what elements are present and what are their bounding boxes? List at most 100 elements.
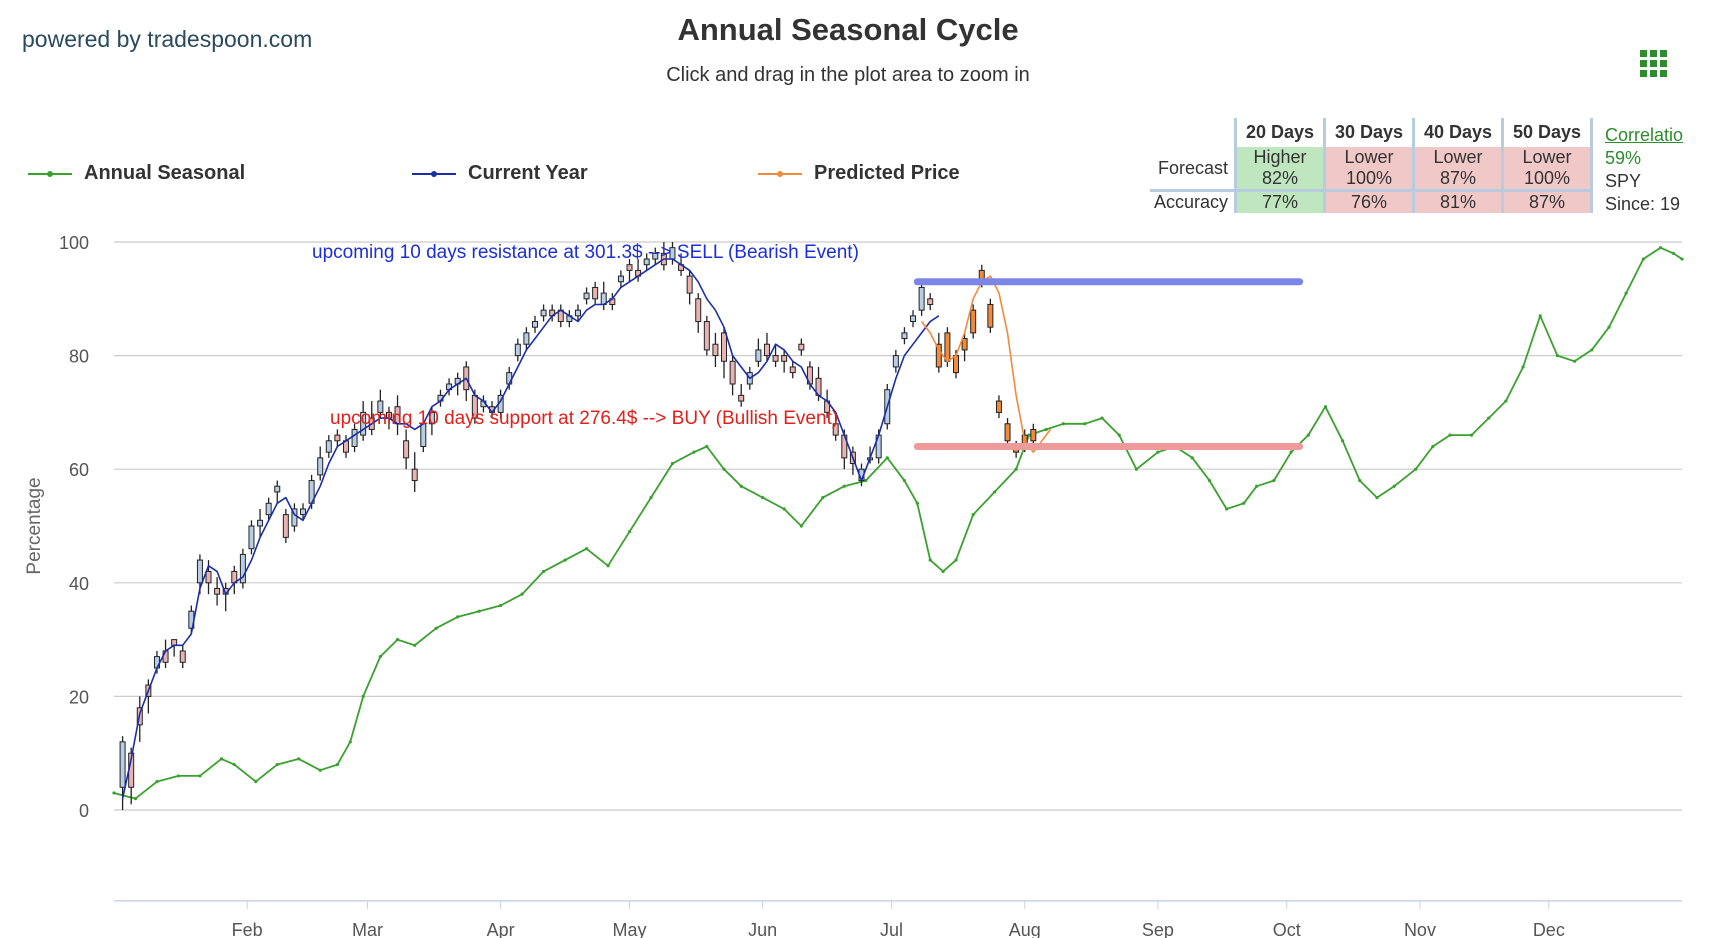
legend-label: Predicted Price — [814, 162, 960, 184]
predicted-candle-body — [1030, 428, 1037, 442]
candle-body — [763, 343, 770, 357]
seasonal-point — [1555, 354, 1560, 358]
correlation-link[interactable]: Correlatio — [1605, 125, 1684, 145]
seasonal-point — [477, 609, 481, 613]
seasonal-point — [219, 757, 223, 761]
x-tick-label: Jun — [748, 920, 777, 938]
predicted-candle-body — [935, 343, 942, 368]
candle-body — [171, 639, 178, 646]
seasonal-point — [993, 490, 997, 494]
candle-body — [772, 355, 779, 362]
candle-body — [205, 570, 212, 584]
legend-item-annual-seasonal[interactable]: Annual Seasonal — [28, 162, 245, 185]
candle-body — [282, 514, 289, 538]
candle-body — [798, 343, 805, 351]
predicted-candle-body — [970, 309, 977, 334]
seasonal-point — [198, 774, 202, 778]
seasonal-point — [1469, 433, 1474, 437]
y-tick-label: 20 — [69, 687, 89, 707]
powered-by-link[interactable]: powered by tradespoon.com — [22, 26, 313, 52]
seasonal-point — [541, 569, 546, 574]
seasonal-point — [1658, 246, 1663, 250]
x-tick-label: Mar — [352, 920, 383, 938]
forecast-cell-30: Lower 100% — [1326, 147, 1416, 189]
legend-swatch-current-year — [412, 170, 456, 177]
seasonal-point — [1671, 251, 1676, 255]
seasonal-point — [133, 797, 138, 801]
since-label: Since: 19 — [1605, 194, 1681, 214]
legend-swatch-annual-seasonal — [28, 170, 72, 177]
candle-body — [334, 434, 341, 442]
candle-body — [686, 275, 693, 294]
seasonal-point — [1306, 433, 1310, 437]
y-tick-label: 80 — [69, 347, 89, 367]
candle-body — [274, 485, 281, 493]
predicted-layer — [920, 264, 1052, 458]
candle-body — [239, 553, 246, 584]
seasonal-point — [1607, 325, 1611, 329]
y-tick-label: 40 — [69, 574, 89, 594]
candle-body — [291, 508, 298, 527]
seasonal-point — [1027, 433, 1031, 437]
seasonal-point — [670, 461, 675, 466]
candle-body — [832, 423, 839, 436]
seasonal-point — [1323, 405, 1328, 409]
candle-body — [738, 394, 745, 402]
candle-body — [892, 355, 899, 368]
forecast-header-50: 50 Days — [1504, 118, 1594, 147]
correlation-value: 59% — [1605, 148, 1642, 168]
forecast-header-40: 40 Days — [1415, 118, 1505, 147]
forecast-row-label: Forecast — [1150, 147, 1238, 189]
legend-item-predicted-price[interactable]: Predicted Price — [758, 162, 960, 185]
chart-title: Annual Seasonal Cycle — [677, 12, 1019, 47]
candle-body — [196, 559, 203, 584]
seasonal-point — [885, 456, 889, 460]
seasonal-point — [705, 444, 709, 449]
seasonal-point — [627, 530, 632, 534]
seasonal-point — [297, 757, 301, 761]
seasonal-point — [864, 478, 868, 483]
forecast-header-30: 30 Days — [1326, 118, 1416, 147]
seasonal-point — [1358, 478, 1362, 483]
seasonal-point — [782, 507, 786, 511]
predicted-candle-body — [961, 338, 968, 351]
x-tick-label: Sep — [1142, 920, 1174, 938]
seasonal-point — [1375, 496, 1379, 500]
y-tick-label: 0 — [79, 801, 89, 821]
accuracy-cell-30: 76% — [1326, 189, 1416, 213]
seasonal-point — [1272, 478, 1276, 483]
candle-body — [360, 411, 367, 436]
seasonal-point — [902, 478, 907, 483]
seasonal-point — [1504, 399, 1508, 403]
seasonal-point — [1590, 348, 1594, 352]
seasonal-point — [1190, 456, 1194, 460]
candle-body — [721, 332, 728, 362]
levels-layer: upcoming 10 days resistance at 301.3$ --… — [312, 242, 1304, 450]
x-tick-label: Feb — [232, 920, 263, 938]
chart-menu-icon[interactable] — [1640, 50, 1668, 78]
candle-body — [643, 258, 650, 266]
predicted-candle-body — [987, 303, 994, 328]
seasonal-point — [335, 762, 339, 767]
seasonal-point — [499, 603, 503, 608]
seasonal-point — [928, 558, 932, 562]
candle-body — [927, 298, 934, 305]
seasonal-point — [1431, 444, 1435, 449]
seasonal-point — [1573, 359, 1577, 363]
forecast-direction: Higher — [1253, 147, 1307, 167]
forecast-pct: 87% — [1440, 168, 1477, 188]
candle-body — [514, 343, 521, 357]
seasonal-point — [1680, 257, 1684, 261]
candle-body — [592, 286, 599, 300]
seasonal-point — [348, 740, 352, 744]
candle-body — [626, 264, 633, 271]
seasonal-point — [254, 780, 258, 784]
candle-body — [918, 286, 925, 311]
candle-body — [317, 457, 324, 476]
seasonal-point — [1207, 478, 1212, 483]
legend-item-current-year[interactable]: Current Year — [412, 162, 588, 185]
candle-body — [781, 355, 788, 362]
candle-body — [179, 650, 186, 663]
seasonal-point — [112, 791, 116, 795]
